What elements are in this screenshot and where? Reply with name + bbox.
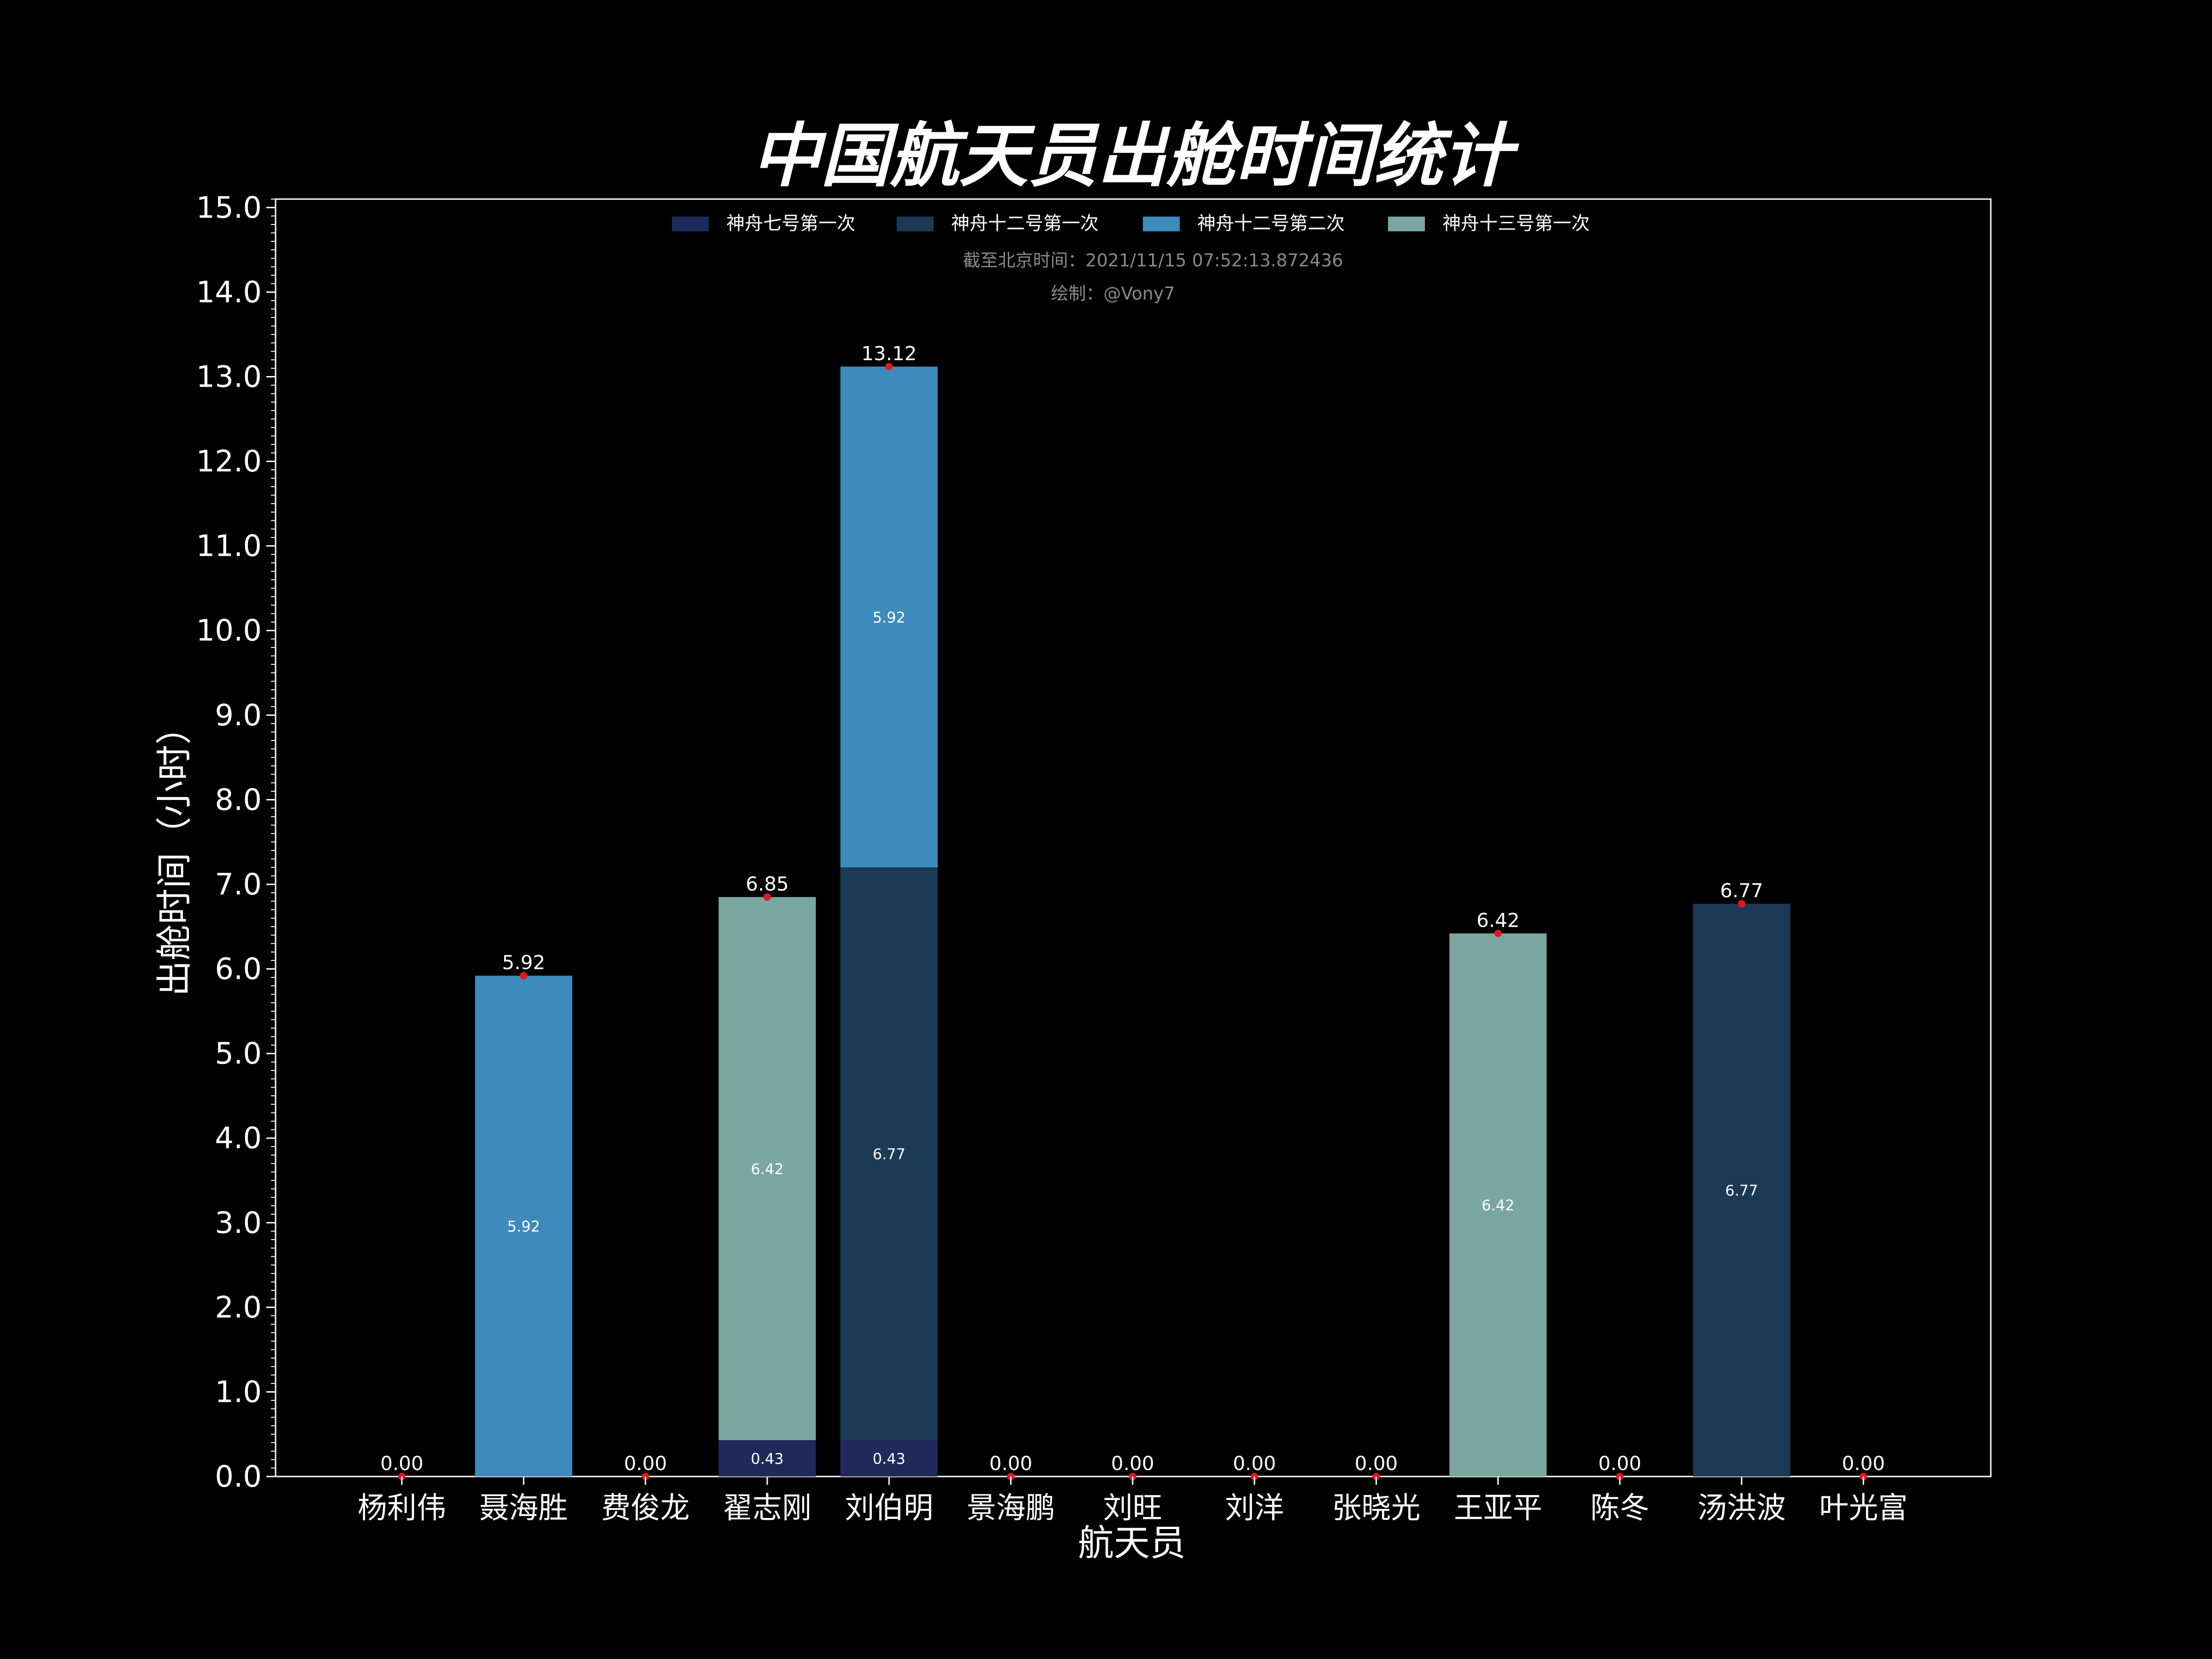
y-tick-label: 14.0 — [196, 276, 262, 310]
bar-segment-label: 5.92 — [507, 1218, 540, 1235]
y-tick-label: 12.0 — [196, 445, 262, 479]
bar-segment-label: 0.43 — [751, 1450, 783, 1468]
y-tick-label: 6.0 — [215, 953, 262, 987]
plot-area: 0.0 1.0 2.0 3.0 4.0 5.0 6.0 7.0 8.0 9.0 10.0 11.0 12… — [196, 191, 1992, 1525]
y-tick-label: 8.0 — [215, 783, 262, 817]
bar-total-label: 0.00 — [624, 1452, 667, 1475]
legend-label: 神舟十二号第一次 — [951, 213, 1099, 234]
bar-total-label: 0.00 — [1355, 1452, 1398, 1475]
y-tick-label: 7.0 — [215, 868, 262, 902]
x-tick-label: 聂海胜 — [479, 1491, 568, 1525]
y-tick-label: 15.0 — [196, 191, 262, 225]
x-tick-label: 叶光富 — [1819, 1491, 1908, 1525]
y-tick-label: 4.0 — [215, 1122, 262, 1156]
bar-segment — [840, 867, 938, 1441]
timestamp-note: 截至北京时间：2021/11/15 07:52:13.872436 — [963, 250, 1343, 271]
y-tick-label: 3.0 — [215, 1206, 262, 1240]
bar-segment — [718, 1440, 816, 1477]
bar-segment-label: 0.43 — [873, 1450, 906, 1468]
x-tick-label: 张晓光 — [1332, 1491, 1420, 1525]
bar-total-label: 0.00 — [380, 1452, 424, 1475]
y-tick-label: 11.0 — [196, 529, 262, 564]
bar-total-label: 0.00 — [1598, 1452, 1641, 1475]
x-axis-title: 航天员 — [1078, 1523, 1186, 1564]
y-tick-label: 0.0 — [215, 1460, 262, 1494]
bar-total-label: 0.00 — [989, 1452, 1033, 1475]
y-tick-label: 1.0 — [215, 1375, 262, 1409]
y-tick-label: 9.0 — [215, 699, 262, 733]
legend-label: 神舟十三号第一次 — [1442, 213, 1590, 234]
legend: 神舟七号第一次 神舟十二号第一次 神舟十二号第二次 神舟十三号第一次 — [672, 213, 1590, 234]
total-marker — [885, 363, 893, 371]
bar-total-label: 6.42 — [1477, 909, 1520, 931]
legend-swatch — [1143, 217, 1180, 231]
total-marker — [763, 893, 771, 901]
y-tick-label: 2.0 — [215, 1291, 262, 1325]
bar-total-label: 0.00 — [1842, 1452, 1885, 1475]
bar-total-label: 0.00 — [1111, 1452, 1154, 1475]
x-tick-label: 刘伯明 — [845, 1491, 933, 1525]
x-tick-label: 王亚平 — [1454, 1491, 1542, 1525]
bar-segment — [1449, 933, 1547, 1477]
bar-segment-label: 6.77 — [873, 1146, 906, 1163]
bar-segment — [1693, 904, 1790, 1477]
bar-total-label: 6.85 — [746, 873, 789, 895]
y-axis-title: 出舱时间（小时） — [154, 709, 195, 996]
y-tick-label: 10.0 — [196, 614, 262, 648]
legend-label: 神舟十二号第二次 — [1197, 213, 1345, 234]
author-note: 绘制：@Vony7 — [1051, 283, 1175, 304]
bar-segment-label: 6.42 — [751, 1160, 783, 1178]
bar-segment-label: 6.42 — [1482, 1197, 1514, 1214]
x-tick-label: 刘旺 — [1103, 1491, 1162, 1525]
bar-segment — [718, 897, 816, 1441]
x-tick-label: 景海鹏 — [967, 1491, 1055, 1525]
total-marker — [520, 972, 528, 980]
bar-segment-label: 6.77 — [1725, 1182, 1758, 1200]
legend-swatch — [897, 217, 934, 231]
y-tick-label: 5.0 — [215, 1037, 262, 1071]
x-tick-label: 刘洋 — [1225, 1491, 1284, 1525]
x-tick-label: 翟志刚 — [723, 1491, 812, 1525]
total-marker — [1494, 930, 1502, 937]
legend-swatch — [1388, 217, 1425, 231]
x-tick-label: 杨利伟 — [358, 1491, 446, 1525]
bar-segment — [475, 976, 572, 1477]
bar-segment — [840, 1440, 938, 1477]
legend-swatch — [672, 217, 709, 231]
bar-segment-label: 5.92 — [873, 609, 906, 626]
bar-total-label: 5.92 — [502, 951, 546, 974]
bar-total-label: 6.77 — [1720, 879, 1764, 902]
bar-segment — [840, 366, 938, 868]
legend-label: 神舟七号第一次 — [726, 213, 855, 234]
y-tick-label: 13.0 — [196, 360, 262, 394]
chart-title: 中国航天员出舱时间统计 — [752, 115, 1519, 196]
x-tick-label: 陈冬 — [1590, 1491, 1649, 1525]
x-tick-label: 费俊龙 — [601, 1491, 690, 1525]
total-marker — [1738, 900, 1746, 908]
bar-total-label: 13.12 — [861, 342, 917, 365]
x-tick-label: 汤洪波 — [1697, 1491, 1786, 1525]
bar-total-label: 0.00 — [1233, 1452, 1276, 1475]
